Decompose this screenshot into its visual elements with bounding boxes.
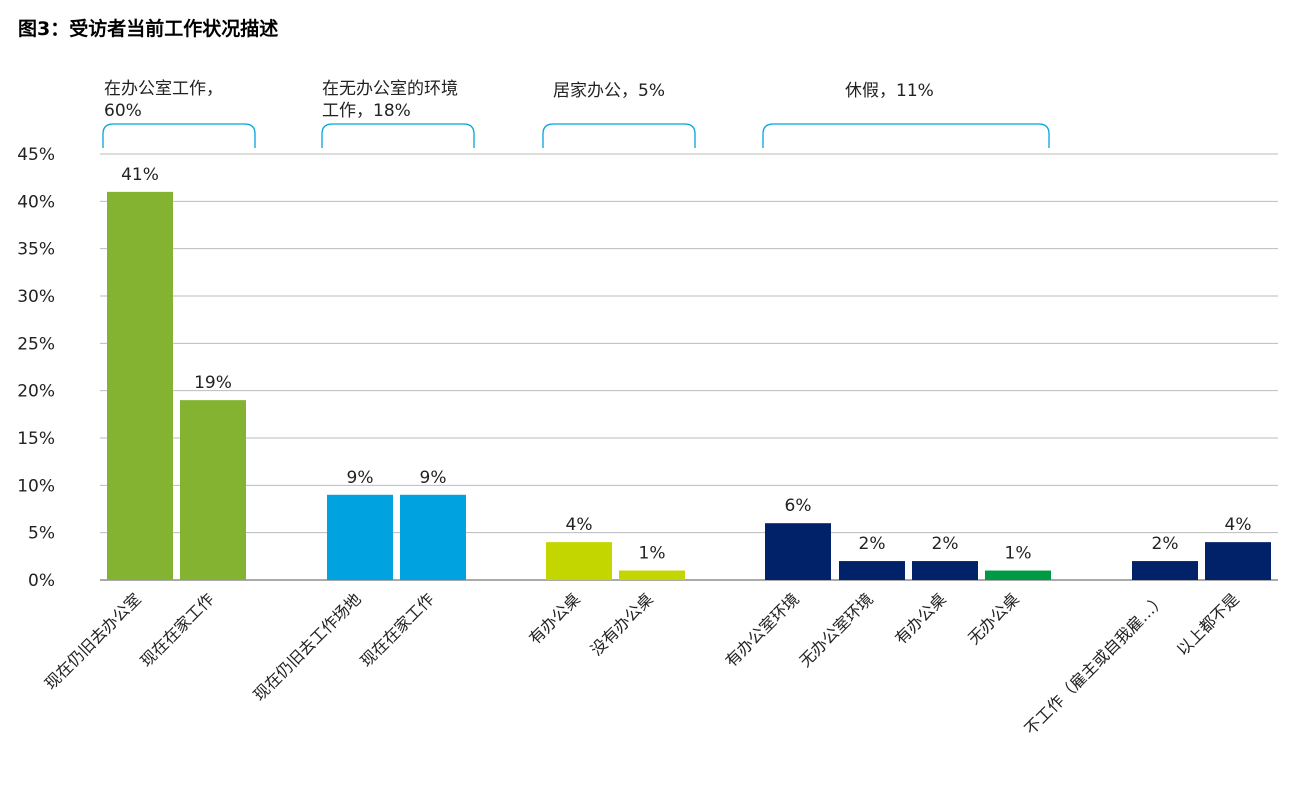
x-tick-label: 以上都不是	[1173, 589, 1243, 659]
y-tick-label: 15%	[17, 429, 55, 449]
group-label: 在无办公室的环境	[322, 79, 458, 99]
data-label: 1%	[1005, 544, 1032, 564]
data-label: 6%	[785, 496, 812, 516]
y-tick-label: 30%	[17, 287, 55, 307]
x-tick-label: 无办公室环境	[796, 589, 877, 670]
bar	[1205, 542, 1271, 580]
group-label: 在办公室工作，	[104, 79, 223, 99]
y-tick-label: 40%	[17, 192, 55, 212]
group-bracket	[542, 123, 696, 148]
bar	[327, 494, 393, 580]
x-tick-label: 现在仍旧去工作场地	[250, 589, 365, 704]
y-tick-label: 0%	[28, 571, 55, 591]
data-label: 9%	[347, 468, 374, 488]
x-tick-label: 现在在家工作	[357, 589, 438, 670]
bar	[1132, 561, 1198, 580]
group-bracket	[321, 123, 475, 148]
data-label: 41%	[121, 165, 159, 185]
data-label: 19%	[194, 373, 232, 393]
bar	[619, 570, 685, 580]
group-label: 60%	[104, 101, 142, 121]
bar	[107, 191, 173, 580]
bar	[546, 542, 612, 580]
y-tick-label: 45%	[17, 145, 55, 165]
data-label: 9%	[420, 468, 447, 488]
x-tick-label: 不工作（雇主或自我雇…）	[1021, 589, 1170, 738]
bar	[985, 570, 1051, 580]
y-tick-label: 25%	[17, 334, 55, 354]
chart-title: 图3：受访者当前工作状况描述	[18, 18, 279, 40]
y-tick-label: 20%	[17, 382, 55, 402]
x-tick-label: 没有办公桌	[587, 589, 657, 659]
data-label: 2%	[859, 534, 886, 554]
bar	[912, 561, 978, 580]
bar	[400, 494, 466, 580]
x-tick-label: 有办公桌	[891, 589, 950, 648]
x-tick-label: 现在仍旧去办公室	[41, 589, 145, 693]
bar	[839, 561, 905, 580]
group-label: 工作，18%	[322, 101, 411, 121]
y-tick-label: 5%	[28, 524, 55, 544]
x-tick-label: 有办公桌	[525, 589, 584, 648]
bar	[180, 400, 246, 580]
data-label: 2%	[1152, 534, 1179, 554]
group-label: 居家办公，5%	[553, 81, 665, 101]
data-label: 2%	[932, 534, 959, 554]
y-tick-label: 10%	[17, 476, 55, 496]
x-tick-label: 无办公桌	[964, 589, 1023, 648]
data-label: 1%	[639, 544, 666, 564]
x-tick-label: 现在在家工作	[137, 589, 218, 670]
group-bracket	[762, 123, 1050, 148]
group-label: 休假，11%	[845, 81, 934, 101]
group-bracket	[102, 123, 256, 148]
data-label: 4%	[566, 515, 593, 535]
x-tick-label: 有办公室环境	[722, 589, 803, 670]
y-tick-label: 35%	[17, 240, 55, 260]
bar	[765, 523, 831, 580]
data-label: 4%	[1225, 515, 1252, 535]
